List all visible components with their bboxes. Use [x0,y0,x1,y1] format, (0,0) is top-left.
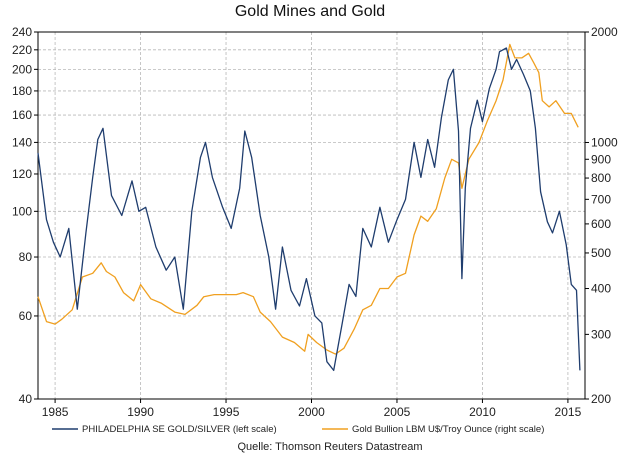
left-tick-label: 240 [12,25,32,39]
left-tick-label: 220 [12,43,32,57]
right-tick-label: 200 [591,392,611,406]
legend: PHILADELPHIA SE GOLD/SILVER (left scale)… [52,424,544,435]
chart-title: Gold Mines and Gold [235,3,385,20]
x-tick-label: 1985 [42,405,69,419]
grid [38,32,585,399]
right-tick-label: 800 [591,171,611,185]
left-tick-label: 120 [12,167,32,181]
series-line-gold-silver-index [37,47,581,372]
right-tick-label: 700 [591,192,611,206]
x-tick-label: 2015 [555,405,582,419]
x-tick-label: 1995 [213,405,240,419]
left-tick-label: 200 [12,62,32,76]
left-tick-label: 100 [12,204,32,218]
legend-label: PHILADELPHIA SE GOLD/SILVER (left scale) [82,424,277,435]
left-axis: 40 60 80 100 120 140 160 180 200 220 240 [12,25,38,406]
right-tick-label: 1000 [591,135,618,149]
left-tick-label: 180 [12,84,32,98]
source-note: Quelle: Thomson Reuters Datastream [237,441,422,453]
x-axis: 1985 1990 1995 2000 2005 2010 2015 [42,399,582,419]
left-tick-label: 140 [12,135,32,149]
x-tick-label: 2000 [298,405,325,419]
series-lines [37,43,581,372]
right-tick-label: 500 [591,246,611,260]
right-tick-label: 900 [591,152,611,166]
right-tick-label: 300 [591,327,611,341]
x-tick-label: 2010 [469,405,496,419]
right-tick-label: 600 [591,217,611,231]
left-tick-label: 160 [12,108,32,122]
right-tick-label: 400 [591,282,611,296]
left-tick-label: 60 [19,309,33,323]
right-tick-label: 2000 [591,25,618,39]
x-tick-label: 1990 [127,405,154,419]
series-line-gold-bullion [37,43,579,355]
left-tick-label: 40 [19,392,33,406]
right-axis: 200 300 400 500 600 700 800 900 1000 2000 [585,25,618,406]
x-tick-label: 2005 [384,405,411,419]
left-tick-label: 80 [19,250,33,264]
legend-label: Gold Bullion LBM U$/Troy Ounce (right sc… [352,424,544,435]
